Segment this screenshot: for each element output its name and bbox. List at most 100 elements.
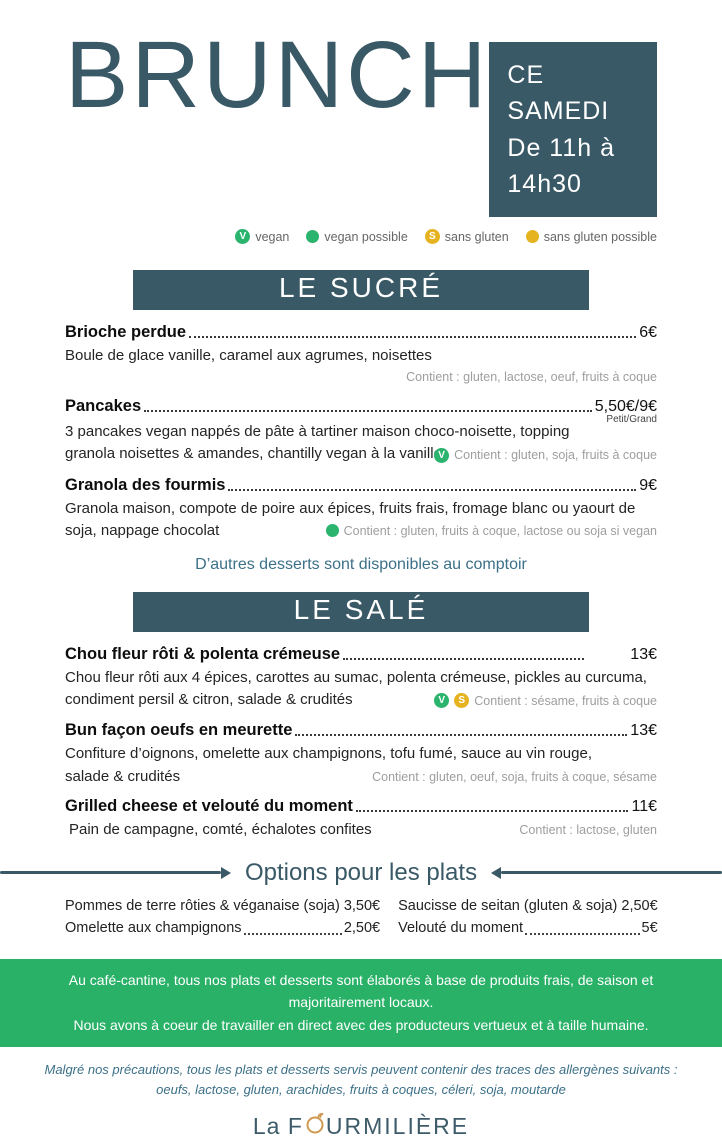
dotted-leader bbox=[243, 932, 342, 935]
item-name: Brioche perdue bbox=[65, 323, 187, 341]
option-name: Velouté du moment bbox=[398, 919, 524, 936]
legend-sans-gluten-possible-label: sans gluten possible bbox=[543, 229, 657, 244]
vegan-icon: V bbox=[434, 693, 450, 709]
allergen-legend: V vegan vegan possible S sans gluten san… bbox=[65, 229, 657, 244]
item-name: Pancakes bbox=[65, 397, 142, 416]
menu-item-pancakes: Pancakes 5,50€/9€ Petit/Grand 3 pancakes… bbox=[65, 397, 657, 463]
dotted-leader bbox=[295, 734, 628, 737]
options-column-right: Saucisse de seitan (gluten & soja) 2,50€… bbox=[398, 895, 658, 939]
dotted-leader bbox=[144, 410, 592, 413]
option-item: Velouté du moment 5€ bbox=[398, 917, 658, 939]
allergen-line: Contient : gluten, fruits à coque, lacto… bbox=[65, 524, 657, 538]
vegan-icon: V bbox=[235, 229, 251, 244]
option-price: 2,50€ bbox=[343, 919, 381, 936]
menu-item-bun: Bun façon oeufs en meurette 13€ Confitur… bbox=[65, 721, 657, 784]
vegan-icon: V bbox=[434, 447, 450, 463]
green-dot-icon bbox=[306, 230, 320, 243]
option-name: Pommes de terre rôties & véganaise (soja… bbox=[65, 897, 340, 914]
allergen-text: Contient : lactose, gluten bbox=[519, 822, 657, 837]
item-name: Chou fleur rôti & polenta crémeuse bbox=[65, 644, 341, 663]
allergen-line: V S Contient : sésame, fruits à coque bbox=[65, 693, 657, 709]
left-arrow-line bbox=[0, 871, 221, 875]
options-header: Options pour les plats bbox=[0, 859, 722, 887]
option-item: Omelette aux champignons 2,50€ bbox=[65, 917, 380, 939]
menu-item-granola: Granola des fourmis 9€ Granola maison, c… bbox=[65, 475, 657, 539]
banner-line1: Au café-cantine, tous nos plats et desse… bbox=[68, 971, 654, 1011]
green-dot-icon bbox=[325, 524, 339, 538]
allergen-text: Contient : gluten, lactose, oeuf, fruits… bbox=[406, 370, 657, 385]
sans-gluten-icon: S bbox=[424, 229, 440, 244]
allergen-disclaimer-line1: Malgré nos précautions, tous les plats e… bbox=[44, 1062, 678, 1078]
menu-item-chou-fleur: Chou fleur rôti & polenta crémeuse 13€ C… bbox=[65, 644, 657, 709]
item-price: 9€ bbox=[639, 476, 657, 494]
allergen-line: V Contient : gluten, soja, fruits à coqu… bbox=[65, 447, 657, 463]
item-description: 3 pancakes vegan nappés de pâte à tartin… bbox=[65, 423, 570, 463]
item-description: Boule de glace vanille, caramel aux agru… bbox=[65, 347, 432, 364]
dotted-leader bbox=[355, 809, 629, 812]
allergen-line: Contient : gluten, lactose, oeuf, fruits… bbox=[65, 370, 657, 384]
menu-header: BRUNCH CE SAMEDI De 11h à 14h30 bbox=[65, 0, 657, 217]
allergen-line: Contient : gluten, oeuf, soja, fruits à … bbox=[65, 770, 657, 784]
option-name: Omelette aux champignons bbox=[65, 919, 242, 936]
fresh-products-banner: Au café-cantine, tous nos plats et desse… bbox=[0, 958, 722, 1048]
item-name: Granola des fourmis bbox=[65, 475, 226, 494]
yellow-dot-icon bbox=[525, 230, 539, 243]
dotted-leader bbox=[525, 932, 640, 935]
allergen-text: Contient : gluten, soja, fruits à coque bbox=[454, 448, 657, 463]
legend-sans-gluten-label: sans gluten bbox=[444, 229, 509, 244]
item-description: Granola maison, compote de poire aux épi… bbox=[65, 499, 636, 539]
allergen-line: Contient : lactose, gluten bbox=[65, 823, 657, 837]
legend-vegan-possible: vegan possible bbox=[306, 229, 408, 244]
section-title-sucre: LE SUCRÉ bbox=[133, 270, 589, 310]
legend-sans-gluten: S sans gluten bbox=[424, 229, 509, 244]
option-name: Saucisse de seitan (gluten & soja) bbox=[398, 897, 618, 914]
item-price: 13€ bbox=[630, 645, 657, 663]
logo-rest: URMILIÈRE bbox=[325, 1112, 470, 1139]
options-columns: Pommes de terre rôties & véganaise (soja… bbox=[65, 895, 658, 939]
legend-sans-gluten-possible: sans gluten possible bbox=[525, 229, 657, 244]
allergen-disclaimer-line2: oeufs, lactose, gluten, arachides, fruit… bbox=[156, 1081, 566, 1097]
desserts-footnote: D’autres desserts sont disponibles au co… bbox=[195, 555, 527, 573]
item-price: 5,50€/9€ bbox=[594, 398, 657, 416]
option-price: 3,50€ bbox=[343, 897, 381, 914]
date-badge: CE SAMEDI De 11h à 14h30 bbox=[489, 42, 657, 217]
banner-line2: Nous avons à coeur de travailler en dire… bbox=[73, 1016, 649, 1033]
item-name: Bun façon oeufs en meurette bbox=[65, 721, 293, 740]
date-badge-line1: CE SAMEDI bbox=[507, 61, 610, 126]
legend-vegan-possible-label: vegan possible bbox=[324, 229, 408, 244]
menu-item-brioche: Brioche perdue 6€ Boule de glace vanille… bbox=[65, 323, 657, 384]
item-price: 6€ bbox=[639, 324, 657, 341]
item-price: 11€ bbox=[631, 797, 657, 815]
size-note: Petit/Grand bbox=[606, 414, 657, 426]
option-price: 2,50€ bbox=[621, 897, 658, 914]
dotted-leader bbox=[228, 488, 637, 491]
item-name: Grilled cheese et velouté du moment bbox=[65, 796, 353, 815]
dotted-leader bbox=[189, 336, 637, 338]
menu-item-grilled-cheese: Grilled cheese et velouté du moment 11€ … bbox=[65, 796, 657, 838]
item-price: 13€ bbox=[630, 722, 657, 740]
allergen-disclaimer: Malgré nos précautions, tous les plats e… bbox=[0, 1060, 722, 1099]
legend-vegan: V vegan bbox=[235, 229, 289, 244]
right-arrow-line bbox=[501, 871, 722, 875]
allergen-text: Contient : gluten, fruits à coque, lacto… bbox=[343, 523, 657, 538]
ant-head-icon bbox=[305, 1111, 325, 1141]
sans-gluten-icon: S bbox=[454, 693, 470, 709]
left-arrowhead-icon bbox=[491, 866, 502, 879]
dotted-leader bbox=[343, 657, 585, 660]
options-column-left: Pommes de terre rôties & véganaise (soja… bbox=[65, 895, 380, 939]
option-item: Saucisse de seitan (gluten & soja) 2,50€ bbox=[398, 895, 658, 917]
option-item: Pommes de terre rôties & véganaise (soja… bbox=[65, 895, 380, 917]
options-title: Options pour les plats bbox=[244, 858, 478, 886]
option-price: 5€ bbox=[641, 919, 658, 936]
right-arrowhead-icon bbox=[220, 866, 231, 879]
item-description: Pain de campagne, comté, échalotes confi… bbox=[69, 820, 372, 838]
logo-f: F bbox=[287, 1112, 304, 1139]
date-badge-line2: De 11h à 14h30 bbox=[507, 133, 616, 198]
item-description: Chou fleur rôti aux 4 épices, carottes a… bbox=[65, 668, 647, 709]
legend-vegan-label: vegan bbox=[255, 229, 290, 244]
page-title: BRUNCH bbox=[65, 22, 490, 128]
section-title-sale: LE SALÉ bbox=[133, 591, 589, 632]
logo-la: La bbox=[252, 1112, 281, 1139]
item-description: Confiture d’oignons, omelette aux champi… bbox=[65, 745, 592, 785]
